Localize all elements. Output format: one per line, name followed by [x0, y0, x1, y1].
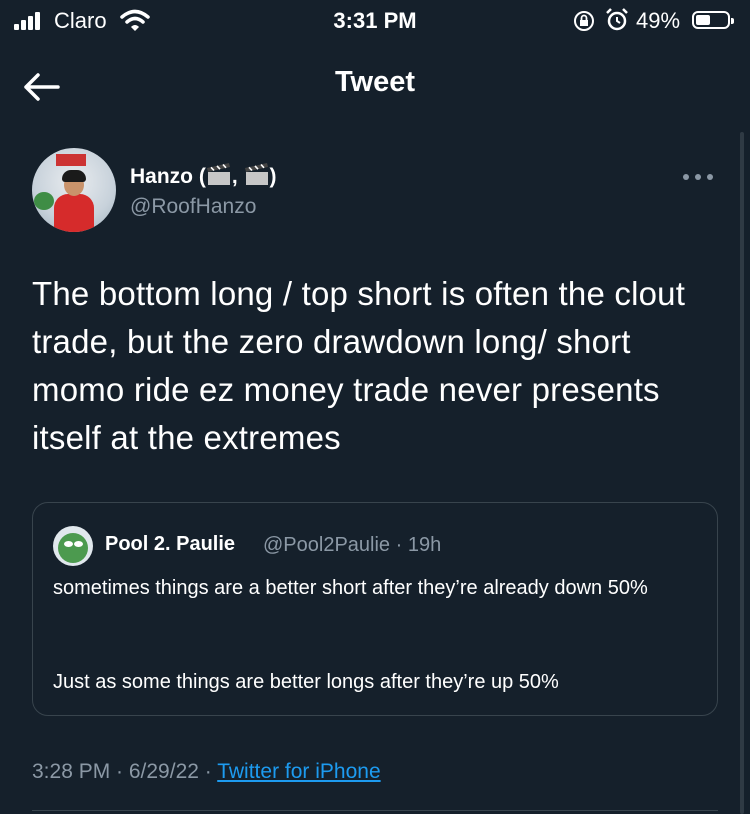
top-bar: Tweet: [0, 54, 750, 116]
scrollbar[interactable]: [740, 132, 744, 814]
author-handle[interactable]: @RoofHanzo: [130, 195, 257, 218]
source-link[interactable]: Twitter for iPhone: [217, 760, 381, 783]
arrow-left-icon[interactable]: [22, 72, 60, 102]
author-name-end: ): [269, 165, 277, 188]
page-title: Tweet: [334, 66, 416, 98]
author-name-text: Hanzo (: [130, 165, 206, 188]
quoted-tweet[interactable]: Pool 2. Paulie @Pool2Paulie · 19h someti…: [32, 502, 718, 716]
signal-icon: [14, 12, 46, 30]
tweet-text: The bottom long / top short is often the…: [32, 275, 686, 456]
author-name[interactable]: Hanzo ( , ): [130, 163, 277, 189]
divider: [32, 810, 718, 811]
author-name-sep: ,: [231, 165, 244, 188]
battery-icon: [692, 11, 734, 29]
status-time: 3:31 PM: [333, 8, 417, 33]
orientation-lock-icon: [574, 11, 594, 31]
alarm-icon: [606, 8, 628, 31]
avatar[interactable]: [32, 148, 116, 232]
status-bar: Claro 3:31 PM 49%: [0, 0, 750, 42]
quoted-avatar: [53, 526, 93, 566]
clapperboard-icon: [244, 163, 268, 185]
more-options-icon[interactable]: [683, 174, 715, 182]
timestamp-text: 3:28 PM · 6/29/22 ·: [32, 760, 218, 783]
quoted-tweet-text: sometimes things are a better short afte…: [53, 577, 648, 599]
clapperboard-icon: [206, 163, 230, 185]
quoted-author-name: Pool 2. Paulie: [105, 533, 236, 555]
quoted-author-meta: @Pool2Paulie · 19h: [263, 534, 442, 556]
tweet-timestamp: 3:28 PM · 6/29/22 · Twitter for iPhone: [32, 760, 381, 784]
carrier-label: Claro: [54, 8, 107, 33]
battery-percent: 49%: [636, 8, 681, 33]
wifi-icon: [120, 9, 150, 31]
quoted-tweet-text-2: Just as some things are better longs aft…: [53, 671, 559, 693]
